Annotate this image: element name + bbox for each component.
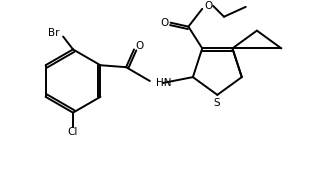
Text: S: S bbox=[213, 98, 220, 108]
Text: HN: HN bbox=[156, 78, 171, 88]
Text: Cl: Cl bbox=[68, 128, 78, 137]
Text: O: O bbox=[204, 1, 212, 11]
Text: Br: Br bbox=[48, 28, 60, 38]
Text: O: O bbox=[161, 18, 169, 28]
Text: O: O bbox=[136, 41, 144, 52]
